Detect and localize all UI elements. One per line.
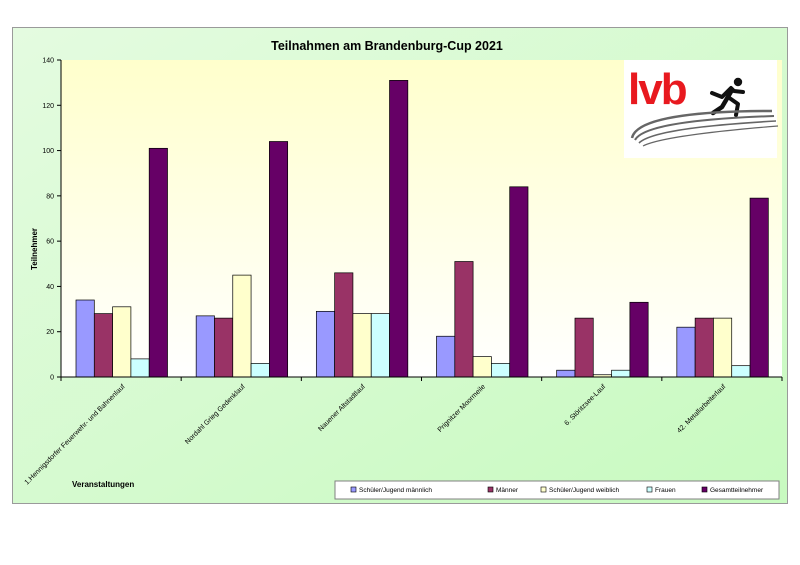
logo-background bbox=[624, 60, 777, 158]
y-tick-label: 60 bbox=[46, 239, 54, 246]
chart-frame: Teilnahmen am Brandenburg-Cup 2021 0 20 40… bbox=[12, 27, 788, 504]
legend-label: Gesamtteilnehmer bbox=[710, 487, 764, 494]
bar bbox=[713, 317, 733, 378]
legend-swatch bbox=[540, 486, 547, 493]
y-tick-labels: 0 20 40 60 80 100 120 140 bbox=[42, 58, 54, 382]
bar bbox=[93, 313, 113, 378]
bar bbox=[112, 306, 132, 378]
bar bbox=[436, 335, 456, 378]
bar bbox=[749, 197, 769, 378]
bar bbox=[269, 141, 289, 378]
bar bbox=[454, 261, 474, 378]
legend-label: Schüler/Jugend männlich bbox=[359, 487, 432, 494]
bar bbox=[472, 356, 492, 378]
x-axis-label: Veranstaltungen bbox=[72, 480, 134, 489]
bar bbox=[315, 310, 335, 378]
legend-box bbox=[334, 480, 780, 500]
bar bbox=[629, 301, 649, 378]
bar bbox=[334, 272, 354, 378]
y-axis-label: Teilnehmer bbox=[30, 228, 39, 270]
legend-label: Schüler/Jugend weiblich bbox=[549, 487, 619, 494]
bar bbox=[370, 313, 390, 378]
bar bbox=[676, 326, 696, 378]
bar bbox=[694, 317, 714, 378]
bar bbox=[491, 363, 511, 378]
bar bbox=[214, 317, 234, 378]
track-lines-icon bbox=[630, 109, 779, 147]
y-tick-label: 100 bbox=[42, 148, 54, 155]
bar bbox=[389, 80, 409, 378]
bar bbox=[250, 363, 270, 378]
chart-title: Teilnahmen am Brandenburg-Cup 2021 bbox=[271, 39, 503, 53]
legend-label: Männer bbox=[496, 487, 519, 494]
bar bbox=[195, 315, 215, 378]
lvb-logo: lvb bbox=[624, 60, 779, 158]
legend: Schüler/Jugend männlich Männer Schüler/Jug… bbox=[334, 480, 780, 500]
y-tick-label: 40 bbox=[46, 284, 54, 291]
logo-wordmark: lvb bbox=[628, 65, 687, 114]
bar bbox=[232, 274, 252, 378]
y-tick-label: 20 bbox=[46, 329, 54, 336]
bar bbox=[130, 358, 150, 378]
y-tick-label: 0 bbox=[50, 375, 54, 382]
chart-canvas: Teilnahmen am Brandenburg-Cup 2021 0 20 40… bbox=[12, 27, 788, 504]
legend-swatch bbox=[350, 486, 357, 493]
bar bbox=[611, 369, 631, 378]
bar bbox=[574, 317, 594, 378]
bars bbox=[75, 80, 769, 378]
bar bbox=[148, 147, 168, 378]
legend-label: Frauen bbox=[655, 487, 676, 494]
bar bbox=[75, 299, 95, 378]
bar bbox=[731, 365, 751, 378]
y-tick-label: 120 bbox=[42, 103, 54, 110]
legend-swatch bbox=[701, 486, 708, 493]
bar bbox=[509, 186, 529, 378]
legend-swatch bbox=[646, 486, 653, 493]
bar bbox=[556, 369, 576, 378]
bar bbox=[352, 313, 372, 378]
y-tick-label: 80 bbox=[46, 193, 54, 200]
axes bbox=[57, 59, 783, 381]
legend-swatch bbox=[487, 486, 494, 493]
y-tick-label: 140 bbox=[42, 58, 54, 65]
